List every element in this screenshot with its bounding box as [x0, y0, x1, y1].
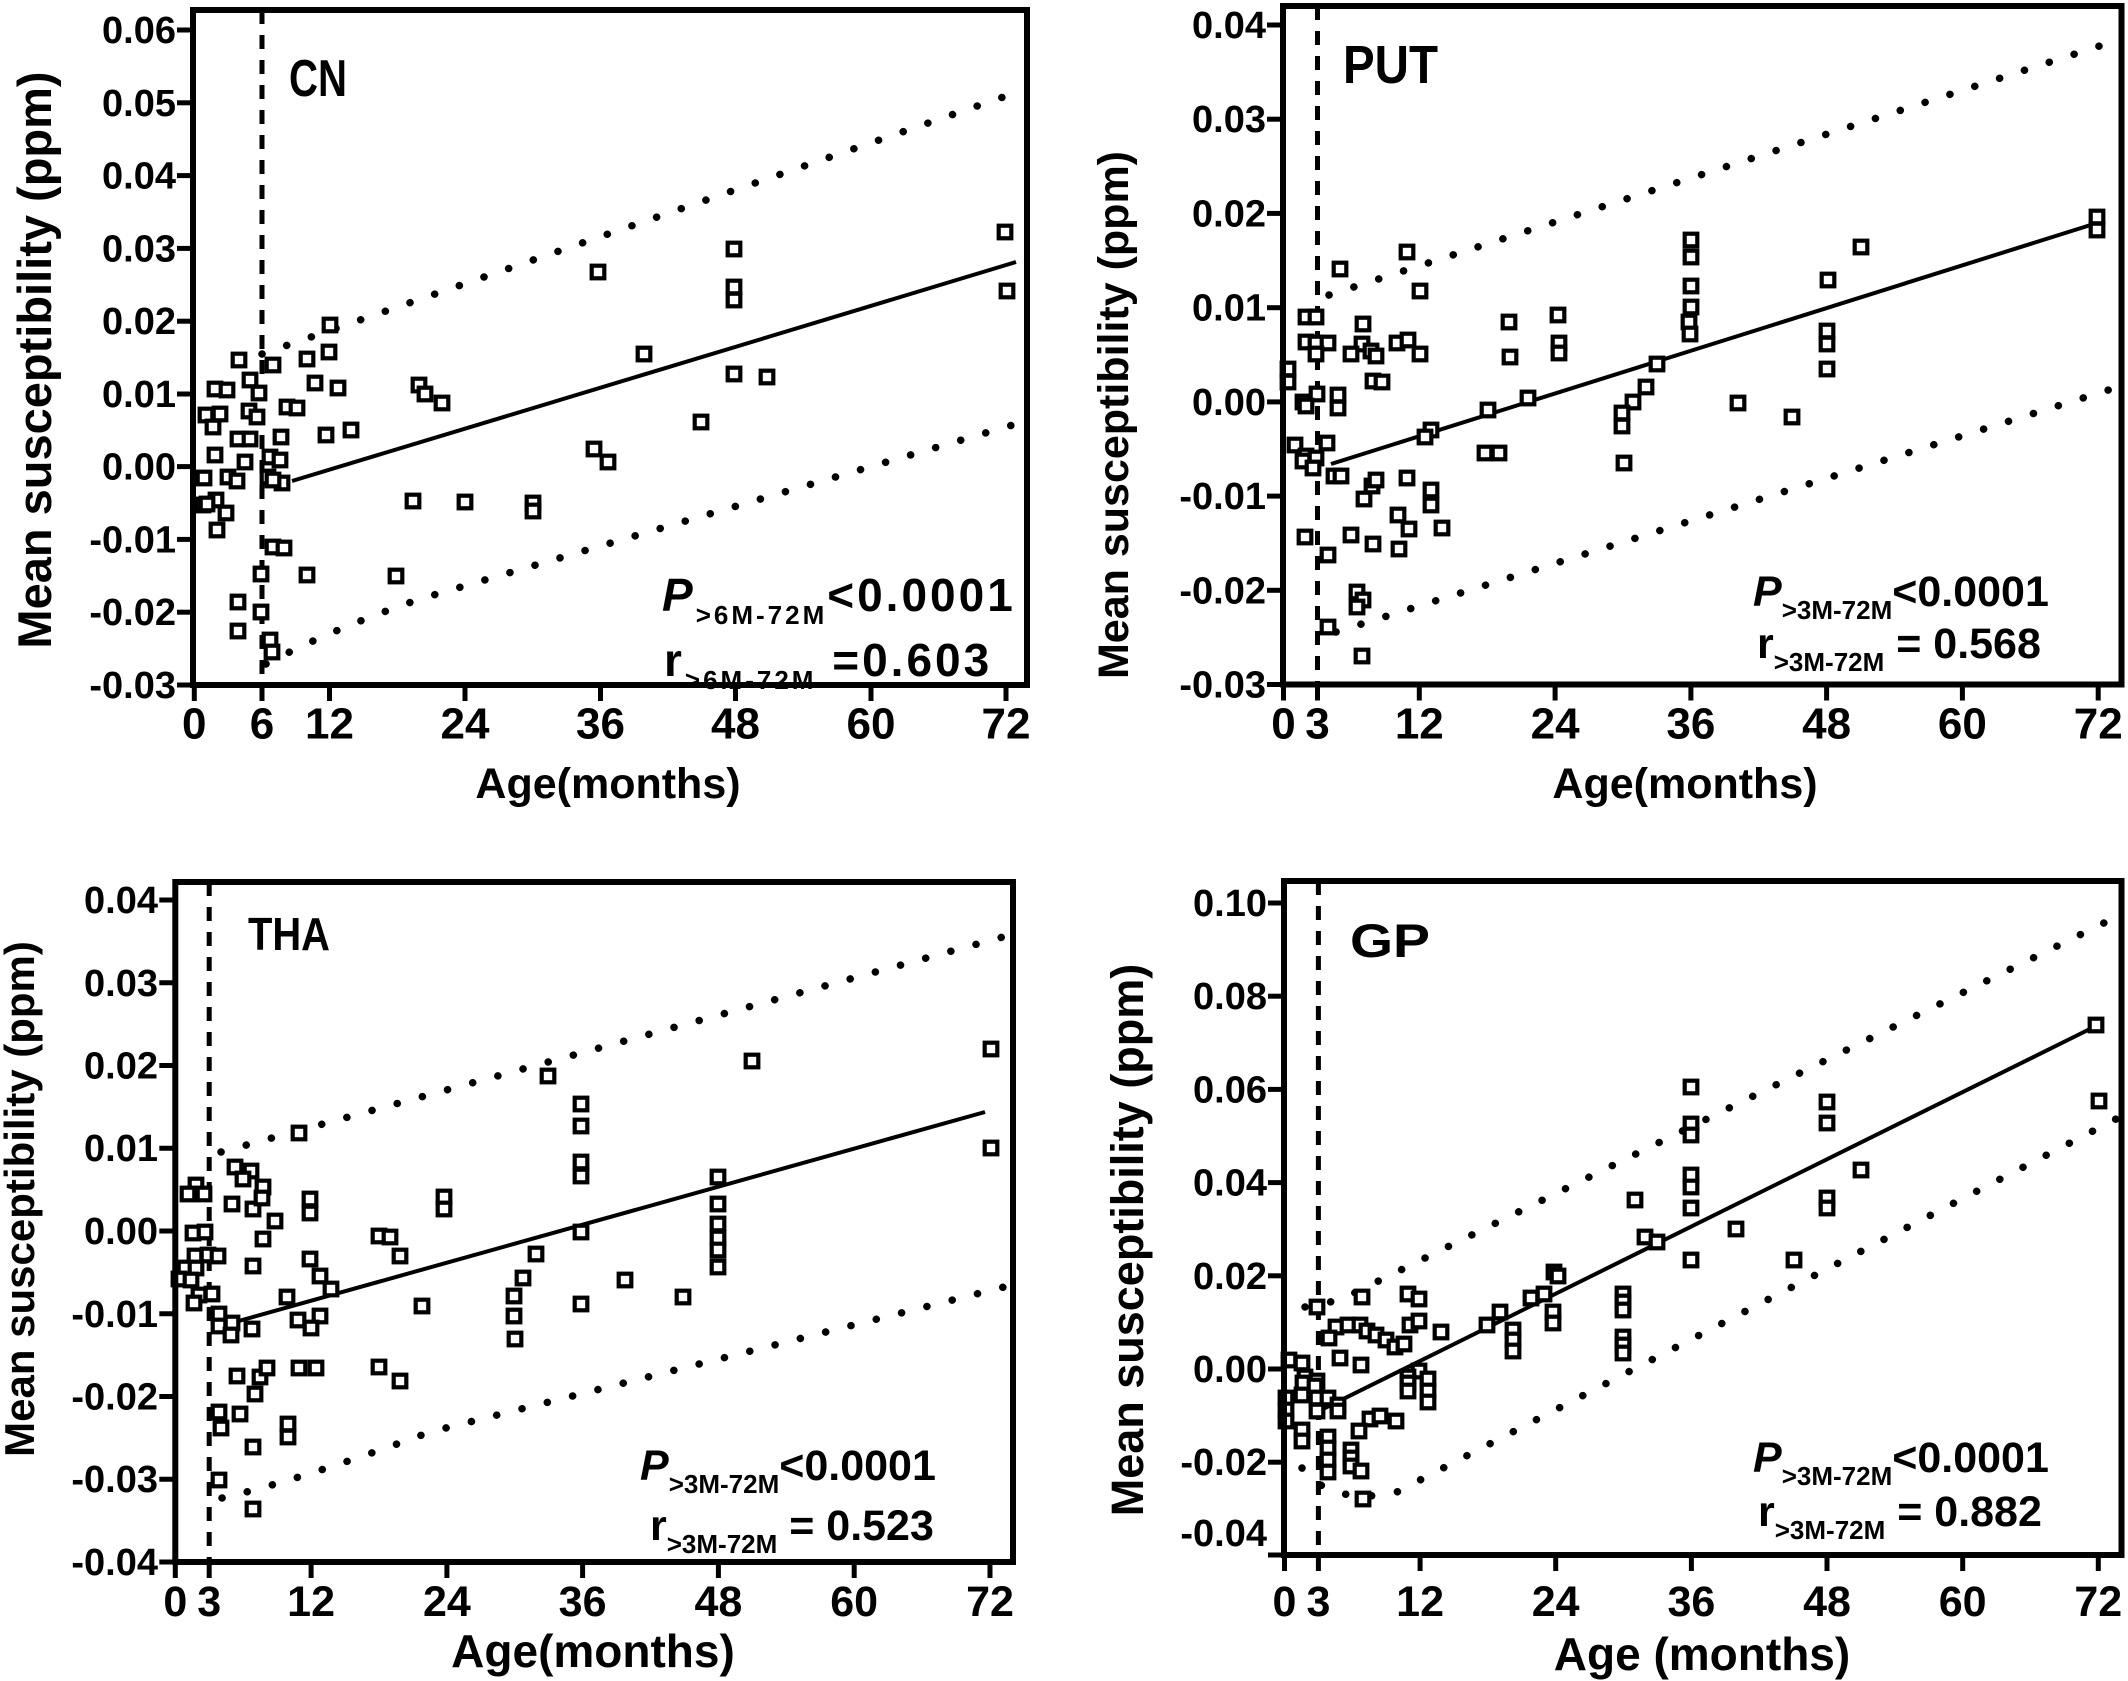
svg-text:r>6M-72M =0.603: r>6M-72M =0.603: [664, 634, 992, 695]
svg-text:0.02: 0.02: [102, 301, 176, 343]
svg-text:0: 0: [182, 700, 206, 749]
svg-text:0.00: 0.00: [84, 1211, 158, 1253]
svg-text:6: 6: [250, 700, 274, 749]
svg-text:-0.02: -0.02: [1180, 1442, 1267, 1484]
svg-text:0.00: 0.00: [102, 447, 176, 489]
svg-text:60: 60: [830, 1578, 878, 1626]
svg-text:GP: GP: [1350, 914, 1430, 967]
svg-text:72: 72: [2074, 1578, 2122, 1626]
svg-text:-0.02: -0.02: [89, 592, 176, 634]
svg-text:24: 24: [1532, 1578, 1580, 1626]
svg-text:3: 3: [1305, 700, 1329, 749]
svg-text:r>3M-72M = 0.882: r>3M-72M = 0.882: [1758, 1488, 2042, 1545]
svg-text:Age(months): Age(months): [451, 1625, 735, 1677]
svg-text:Age(months): Age(months): [475, 760, 740, 808]
svg-text:0: 0: [163, 1578, 187, 1626]
svg-text:-0.01: -0.01: [89, 519, 176, 561]
svg-text:Age(months): Age(months): [1552, 760, 1817, 808]
svg-text:0.06: 0.06: [1193, 1069, 1267, 1111]
svg-text:P>3M-72M<0.0001: P>3M-72M<0.0001: [1753, 568, 2049, 625]
svg-text:24: 24: [423, 1578, 471, 1626]
svg-text:P>3M-72M<0.0001: P>3M-72M<0.0001: [640, 1442, 936, 1499]
svg-text:Mean susceptibility (ppm): Mean susceptibility (ppm): [0, 941, 43, 1457]
svg-text:36: 36: [559, 1578, 607, 1626]
svg-text:3: 3: [1306, 1578, 1330, 1626]
svg-text:THA: THA: [248, 908, 330, 960]
svg-text:0.02: 0.02: [84, 1046, 158, 1088]
svg-text:0.04: 0.04: [1192, 5, 1266, 47]
svg-text:12: 12: [1395, 700, 1444, 749]
svg-text:12: 12: [287, 1578, 335, 1626]
svg-text:-0.03: -0.03: [71, 1459, 158, 1501]
svg-text:Mean susceptibility (ppm): Mean susceptibility (ppm): [1090, 151, 1138, 679]
svg-text:36: 36: [576, 700, 625, 749]
svg-text:3: 3: [197, 1578, 221, 1626]
svg-text:-0.02: -0.02: [1179, 570, 1266, 612]
svg-text:36: 36: [1666, 700, 1715, 749]
svg-text:0.01: 0.01: [84, 1128, 158, 1170]
svg-text:-0.03: -0.03: [1179, 665, 1266, 707]
svg-text:Age (months): Age (months): [1554, 1628, 1850, 1680]
svg-text:-0.01: -0.01: [71, 1294, 158, 1336]
svg-text:0.04: 0.04: [84, 880, 158, 922]
svg-text:0.00: 0.00: [1192, 382, 1266, 424]
svg-text:72: 72: [982, 700, 1031, 749]
svg-text:48: 48: [1802, 700, 1851, 749]
svg-text:48: 48: [694, 1578, 742, 1626]
svg-text:-0.01: -0.01: [1179, 476, 1266, 518]
svg-text:0.02: 0.02: [1192, 193, 1266, 235]
svg-text:72: 72: [966, 1578, 1014, 1626]
svg-text:0.03: 0.03: [84, 963, 158, 1005]
svg-text:0.04: 0.04: [1193, 1163, 1267, 1205]
svg-text:24: 24: [441, 700, 490, 749]
svg-text:12: 12: [1396, 1578, 1444, 1626]
svg-text:60: 60: [1938, 700, 1987, 749]
svg-text:0.00: 0.00: [1193, 1349, 1267, 1391]
svg-text:CN: CN: [289, 50, 347, 108]
svg-text:0.01: 0.01: [102, 374, 176, 416]
svg-text:Mean susceptibility (ppm): Mean susceptibility (ppm): [8, 71, 61, 648]
svg-text:48: 48: [711, 700, 760, 749]
svg-text:0: 0: [1273, 1578, 1297, 1626]
svg-text:60: 60: [847, 700, 896, 749]
svg-text:-0.03: -0.03: [89, 665, 176, 707]
svg-text:0: 0: [1271, 700, 1295, 749]
svg-text:-0.02: -0.02: [71, 1377, 158, 1419]
svg-text:-0.04: -0.04: [71, 1542, 158, 1584]
svg-text:0.03: 0.03: [1192, 99, 1266, 141]
svg-text:0.03: 0.03: [102, 228, 176, 270]
svg-text:24: 24: [1531, 700, 1580, 749]
svg-text:48: 48: [1803, 1578, 1851, 1626]
svg-text:72: 72: [2074, 700, 2123, 749]
svg-text:Mean susceptibility (ppm): Mean susceptibility (ppm): [1102, 964, 1153, 1517]
svg-text:0.01: 0.01: [1192, 288, 1266, 330]
svg-text:0.02: 0.02: [1193, 1256, 1267, 1298]
svg-text:0.04: 0.04: [102, 156, 176, 198]
svg-text:60: 60: [1939, 1578, 1987, 1626]
svg-text:P>3M-72M<0.0001: P>3M-72M<0.0001: [1753, 1434, 2049, 1491]
svg-text:0.08: 0.08: [1193, 976, 1267, 1018]
svg-text:0.10: 0.10: [1193, 883, 1267, 925]
svg-text:12: 12: [305, 700, 354, 749]
svg-text:-0.04: -0.04: [1180, 1513, 1267, 1555]
svg-text:0.06: 0.06: [102, 10, 176, 52]
svg-text:P>6M-72M<0.0001: P>6M-72M<0.0001: [662, 569, 1016, 630]
svg-text:0.05: 0.05: [102, 83, 176, 125]
svg-text:36: 36: [1667, 1578, 1715, 1626]
svg-text:PUT: PUT: [1343, 35, 1438, 95]
svg-text:r>3M-72M = 0.523: r>3M-72M = 0.523: [650, 1502, 934, 1559]
